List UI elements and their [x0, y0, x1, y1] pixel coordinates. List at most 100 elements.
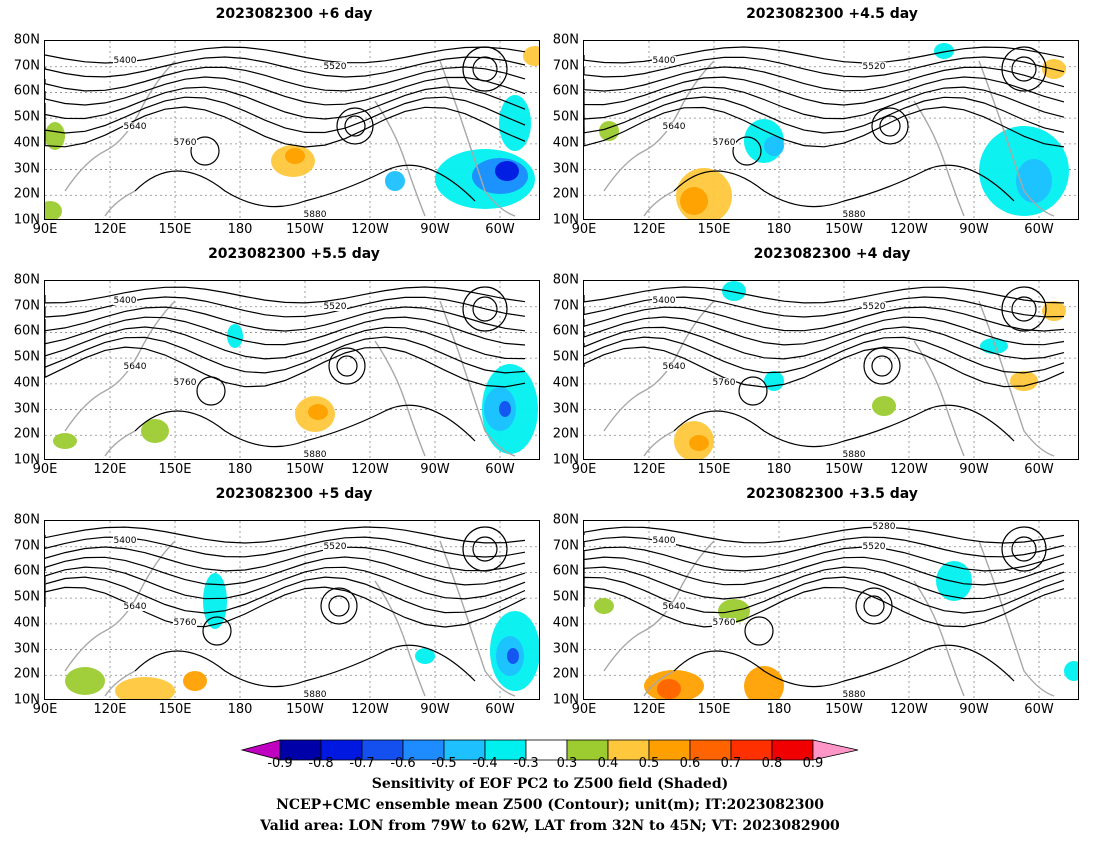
- lon-tick-label: 180: [227, 222, 253, 237]
- sensitivity-shade: [183, 671, 207, 691]
- lat-tick-label: 80N: [13, 272, 40, 288]
- map-panel-2: 5400 5520 5640 5760 5880: [583, 40, 1079, 220]
- lat-tick-label: 10N: [13, 692, 40, 708]
- z500-contour: [584, 556, 1065, 586]
- lon-tick-label: 180: [766, 462, 792, 477]
- contour-label-bg: [842, 210, 866, 219]
- lat-tick-label: 80N: [552, 272, 579, 288]
- lat-tick-label: 40N: [13, 615, 40, 631]
- colorbar-max-arrow: [812, 739, 859, 761]
- z500-contour: [584, 76, 1065, 106]
- lat-tick-label: 10N: [552, 692, 579, 708]
- z500-contour: [45, 306, 526, 332]
- panel-title-1: 2023082300 +6 day: [215, 6, 373, 22]
- colorbar-tick-label: -0.4: [472, 756, 498, 771]
- lon-tick-label: 120E: [632, 462, 666, 477]
- contour-label: 5280: [873, 522, 896, 532]
- panel-title-6: 2023082300 +3.5 day: [746, 486, 918, 502]
- lon-tick-label: 90W: [420, 222, 450, 237]
- panel-title-3: 2023082300 +5.5 day: [208, 246, 380, 262]
- sensitivity-shade: [499, 401, 511, 417]
- z500-contour: [584, 56, 1065, 78]
- lat-tick-label: 30N: [13, 641, 40, 657]
- lon-tick-label: 120W: [351, 702, 389, 717]
- contour-label: 5880: [843, 690, 866, 700]
- coastline: [913, 340, 965, 457]
- sensitivity-shade: [53, 433, 77, 449]
- colorbar-tick-label: 0.6: [679, 756, 701, 771]
- z500-contour: [45, 76, 526, 106]
- colorbar-tick-label: -0.3: [513, 756, 539, 771]
- z500-closed-contour: [328, 595, 350, 617]
- lon-tick-label: 150E: [697, 222, 731, 237]
- sensitivity-shade: [499, 95, 531, 151]
- z500-closed-contour: [320, 587, 358, 625]
- contour-label-bg: [712, 138, 736, 147]
- map-panel-4: 5400 5520 5640 5760 5880: [583, 280, 1079, 460]
- coastline: [978, 300, 1055, 457]
- lon-tick-label: 90E: [571, 222, 597, 237]
- z500-closed-contour: [462, 526, 508, 572]
- lat-tick-label: 10N: [552, 452, 579, 468]
- lon-tick-label: 150E: [697, 702, 731, 717]
- lon-tick-label: 150W: [286, 462, 324, 477]
- contour-label-bg: [113, 536, 137, 545]
- lat-tick-label: 40N: [13, 135, 40, 151]
- lon-tick-label: 120W: [890, 462, 928, 477]
- coastline: [978, 60, 1055, 217]
- coastline: [374, 340, 426, 457]
- z500-contour: [45, 576, 526, 614]
- lon-tick-label: 150W: [825, 702, 863, 717]
- sensitivity-shade: [722, 281, 746, 301]
- z500-contour: [45, 106, 526, 148]
- z500-closed-contour: [879, 115, 901, 137]
- z500-contour: [45, 316, 526, 346]
- z500-contour: [45, 536, 526, 558]
- map-panel-6: 5280 5400 5520 5640 5760 5880: [583, 520, 1079, 700]
- colorbar-tick-label: -0.7: [349, 756, 375, 771]
- z500-contour: [134, 644, 476, 688]
- coastline: [439, 60, 516, 217]
- coastline: [64, 60, 176, 192]
- map-area: 5400 5520 5640 5760 5880: [44, 280, 540, 460]
- coastline: [64, 300, 176, 432]
- contour-label: 5520: [863, 302, 886, 312]
- z500-contour: [584, 526, 1065, 544]
- z500-contour: [584, 66, 1065, 92]
- lon-tick-label: 120W: [351, 222, 389, 237]
- sensitivity-shade: [872, 396, 896, 416]
- map-canvas: 5280 5400 5520 5640 5760 5880: [584, 521, 1078, 700]
- coastline: [64, 540, 176, 672]
- contour-label-bg: [842, 450, 866, 459]
- z500-closed-contour: [863, 347, 901, 385]
- lat-tick-label: 30N: [552, 401, 579, 417]
- contour-label-bg: [652, 56, 676, 65]
- lat-tick-label: 30N: [13, 161, 40, 177]
- contour-label-bg: [712, 378, 736, 387]
- lat-tick-label: 20N: [13, 426, 40, 442]
- sensitivity-shade: [594, 598, 614, 614]
- sensitivity-shade: [934, 43, 954, 59]
- z500-closed-contour: [1011, 296, 1037, 322]
- z500-contour: [45, 56, 526, 78]
- caption-line-2: NCEP+CMC ensemble mean Z500 (Contour); u…: [276, 797, 824, 813]
- contour-label: 5400: [653, 296, 676, 306]
- sensitivity-shade: [495, 161, 519, 181]
- sensitivity-shade: [115, 677, 175, 699]
- z500-contour: [584, 536, 1065, 558]
- z500-contour: [584, 86, 1065, 120]
- lat-tick-label: 80N: [552, 32, 579, 48]
- map-area: 5280 5400 5520 5640 5760 5880: [583, 520, 1079, 700]
- z500-contour: [45, 526, 526, 544]
- lat-tick-label: 80N: [13, 32, 40, 48]
- contour-label: 5640: [124, 362, 147, 372]
- contour-label-bg: [123, 362, 147, 371]
- coastline: [643, 190, 675, 217]
- z500-closed-contour: [732, 136, 762, 166]
- z500-closed-contour: [863, 595, 885, 617]
- contour-label-bg: [712, 618, 736, 627]
- map-panel-5: 5400 5520 5640 5760 5880: [44, 520, 540, 700]
- coastline: [913, 100, 965, 217]
- lon-tick-label: 60W: [485, 462, 515, 477]
- lon-tick-label: 120W: [351, 462, 389, 477]
